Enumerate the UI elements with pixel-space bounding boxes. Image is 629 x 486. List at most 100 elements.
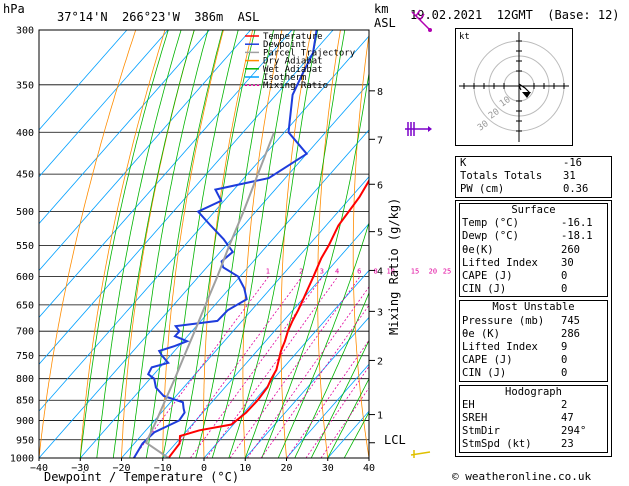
wet-adiabat-line	[310, 339, 369, 458]
legend-label: Temperature	[263, 32, 323, 42]
hodo-value: 47	[561, 412, 574, 425]
isotherm-line	[39, 30, 251, 272]
isotherm-line	[121, 176, 369, 458]
mixing-ratio-label: 25	[443, 267, 451, 275]
hpa-unit-label: hPa	[3, 2, 25, 16]
isotherm-line	[79, 129, 369, 458]
wet-adiabat-line	[129, 30, 209, 458]
isotherm-line	[39, 30, 169, 178]
surface-label: θe(K)	[462, 243, 494, 256]
storm-motion-arrow	[522, 92, 531, 98]
hodo-label: EH	[462, 398, 475, 411]
mixing-ratio-label: 6	[357, 267, 361, 275]
surface-value: 260	[561, 243, 580, 256]
x-axis-label: Dewpoint / Temperature (°C)	[44, 470, 239, 484]
pressure-tick-label: 1000	[10, 454, 34, 465]
mixing-ratio-line	[229, 276, 361, 458]
temp-tick-label: 20	[280, 463, 292, 474]
mixing-ratio-axis-label: Mixing Ratio (g/kg)	[387, 198, 401, 335]
index-row-pw: PW (cm) 0.36	[456, 183, 611, 196]
surface-title: Surface	[511, 204, 556, 216]
legend-label: Dewpoint	[263, 40, 306, 50]
temp-tick-label: −30	[71, 463, 89, 474]
pressure-tick-label: 650	[16, 300, 34, 311]
series-parcel-trajectory-line	[144, 131, 276, 458]
asl-unit-label: ASL	[374, 16, 396, 30]
temp-tick-label: 0	[201, 463, 207, 474]
mixing-ratio-line	[168, 276, 303, 458]
index-value: 31	[563, 170, 576, 183]
pressure-tick-label: 400	[16, 128, 34, 139]
most-unstable-table: Most Unstable Pressure (mb) 745 θe (K) 286…	[459, 300, 608, 382]
hodo-label: SREH	[462, 412, 488, 425]
unstable-label: CIN (J)	[462, 367, 507, 380]
hodograph: kt 30 20 10	[455, 28, 573, 146]
surface-label: CIN (J)	[462, 283, 507, 296]
hodograph-table: Hodograph EH 2 SREH 47 StmDir 294° StmSpd (…	[459, 384, 608, 453]
wet-adiabat-line	[244, 30, 346, 458]
surface-table: Surface Temp (°C) -16.1 Dewp (°C) -18.1 θe…	[459, 203, 608, 298]
legend-label: Isotherm	[263, 73, 306, 83]
hodograph-title: Hodograph	[505, 385, 562, 398]
dry-adiabat-line	[162, 30, 224, 458]
isotherm-line	[286, 363, 369, 458]
temp-tick-label: −10	[154, 463, 172, 474]
surface-value: 30	[561, 256, 574, 269]
dry-adiabat-line	[421, 18, 452, 458]
pressure-tick-label: 500	[16, 207, 34, 218]
pressure-tick-label: 750	[16, 351, 34, 362]
mixing-ratio-label: 4	[335, 267, 339, 275]
surface-label: Temp (°C)	[462, 217, 519, 230]
hodo-value: 2	[561, 398, 568, 411]
wet-adiabat-line	[228, 30, 319, 458]
wind-barbs	[405, 9, 432, 458]
km-tick-label: 6	[377, 180, 383, 191]
pressure-tick-label: 350	[16, 80, 34, 91]
mixing-ratio-line	[320, 387, 369, 458]
dry-adiabat-line	[39, 30, 137, 458]
unstable-label: Pressure (mb)	[462, 314, 545, 327]
km-tick-label: 5	[377, 228, 383, 239]
pressure-tick-label: 700	[16, 327, 34, 338]
hodo-value: 23	[561, 438, 574, 451]
pressure-tick-label: 450	[16, 170, 34, 181]
km-tick-label: 8	[377, 87, 383, 98]
datetime-title: 19.02.2021 12GMT (Base: 12)	[410, 8, 620, 22]
pressure-tick-label: 600	[16, 272, 34, 283]
index-label: Totals Totals	[460, 170, 543, 183]
legend-label: Dry Adiabat	[263, 57, 323, 67]
pressure-tick-label: 900	[16, 416, 34, 427]
mixing-ratio-line	[260, 304, 369, 458]
most-unstable-title: Most Unstable	[492, 301, 575, 314]
mixing-ratio-label: 15	[411, 267, 419, 275]
stats-panel: Surface Temp (°C) -16.1 Dewp (°C) -18.1 θe…	[455, 200, 612, 457]
mixing-ratio-label: 10	[386, 267, 394, 275]
wet-adiabat-line	[211, 30, 295, 458]
temp-tick-label: −20	[112, 463, 130, 474]
surface-value: -16.1	[561, 217, 593, 230]
isotherm-line	[39, 30, 293, 318]
index-row-totals: Totals Totals 31	[456, 170, 611, 183]
axes-group: 1 2 3 4 6 8 10 15 20 2530035040045050055060065070…	[10, 26, 451, 475]
isotherm-line	[39, 30, 128, 131]
surface-label: CAPE (J)	[462, 270, 513, 283]
mixing-ratio-label: 2	[299, 267, 303, 275]
series-temperature-line	[167, 178, 369, 458]
legend-label: Wet Adiabat	[263, 65, 323, 75]
series-dewpoint-line	[133, 30, 318, 458]
isotherm-line	[39, 30, 334, 365]
pressure-tick-label: 550	[16, 241, 34, 252]
hodograph-unit-label: kt	[459, 32, 470, 42]
isotherm-line	[39, 30, 210, 225]
temp-tick-label: −40	[30, 463, 48, 474]
surface-value: -18.1	[561, 230, 593, 243]
mixing-ratio-line	[247, 286, 369, 458]
index-row-k: K -16	[456, 157, 611, 170]
index-value: -16	[563, 157, 582, 169]
wet-adiabat-line	[294, 291, 369, 458]
km-tick-label: 3	[377, 307, 383, 318]
wet-adiabat-line	[79, 30, 169, 458]
copyright-footer: © weatheronline.co.uk	[452, 470, 592, 483]
dry-adiabat-line	[317, 30, 341, 458]
